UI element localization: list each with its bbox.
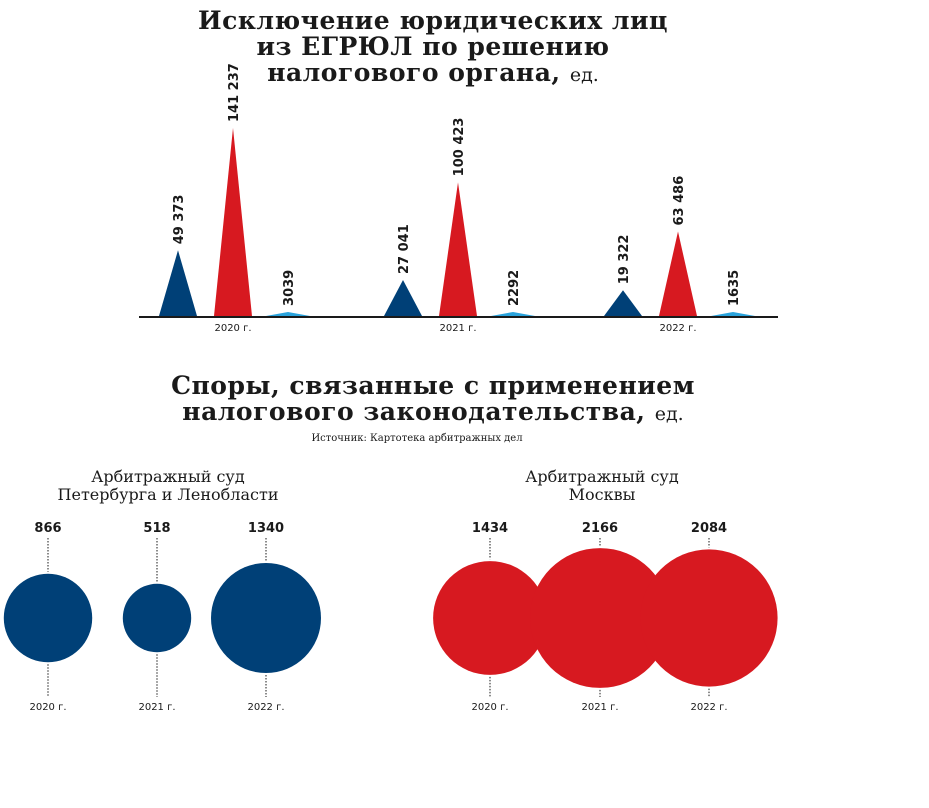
bubble-year-g0-1: 2021 г. xyxy=(138,702,175,713)
peak-s1-2 xyxy=(659,231,697,316)
court-spb-name: Арбитражный суд Петербурга и Ленобласти xyxy=(18,468,318,504)
peak-label-s0-0: 49 373 xyxy=(172,195,187,245)
peak-label-s1-1: 100 423 xyxy=(452,118,467,177)
chart2-unit: ед. xyxy=(654,403,684,425)
bubble-year-g1-0: 2020 г. xyxy=(471,702,508,713)
bubble-g1-1 xyxy=(530,548,670,688)
peak-label-s2-0: 3039 xyxy=(282,270,297,306)
chart1-xtick-0: 2020 г. xyxy=(214,323,251,334)
bubble-value-g1-0: 1434 xyxy=(472,521,508,536)
chart1-plot: 49 373 27 041 19 322 141 237 100 423 63 486 30… xyxy=(139,63,778,334)
bubble-g1-0 xyxy=(433,561,547,675)
bubble-g1-2 xyxy=(640,549,778,687)
court-spb-name-line2: Петербурга и Ленобласти xyxy=(57,485,279,504)
bubble-year-g1-2: 2022 г. xyxy=(690,702,727,713)
court-msk-name-line1: Арбитражный суд xyxy=(525,467,679,486)
court-spb-name-line1: Арбитражный суд xyxy=(91,467,245,486)
bubble-value-g1-1: 2166 xyxy=(582,521,618,536)
peak-s0-2 xyxy=(604,290,642,316)
chart2-source: Источник: Картотека арбитражных дел xyxy=(311,433,523,444)
chart2-title-line2: налогового законодательства, ед. xyxy=(0,399,866,427)
peak-label-s0-1: 27 041 xyxy=(397,224,412,274)
peak-s2-2 xyxy=(711,312,755,316)
chart2-plot: 866 2020 г. 518 2021 г. 1340 2022 г. 1434 2020 … xyxy=(3,521,778,713)
chart1-xtick-2: 2022 г. xyxy=(659,323,696,334)
peak-s1-0 xyxy=(214,128,252,316)
bubble-year-g1-1: 2021 г. xyxy=(581,702,618,713)
peak-label-s0-2: 19 322 xyxy=(617,235,632,285)
chart1-title-line2: из ЕГРЮЛ по решению xyxy=(256,32,610,61)
bubble-g0-2 xyxy=(211,563,321,673)
chart2-title-line2-text: налогового законодательства, xyxy=(182,397,646,426)
bubble-g0-0 xyxy=(3,573,93,663)
chart1-unit: ед. xyxy=(569,64,599,86)
chart2-title: Споры, связанные с применением налоговог… xyxy=(0,373,866,427)
peak-label-s1-2: 63 486 xyxy=(672,176,687,226)
chart1-title-line1: Исключение юридических лиц xyxy=(198,6,668,35)
peak-s0-0 xyxy=(159,250,197,316)
peak-s0-1 xyxy=(384,280,422,316)
bubble-value-g0-0: 866 xyxy=(34,521,61,536)
chart1-title-line3-text: налогового органа, xyxy=(267,58,561,87)
peak-s2-0 xyxy=(266,311,310,316)
peak-label-s2-2: 1635 xyxy=(727,270,742,306)
peak-label-s2-1: 2292 xyxy=(507,270,522,306)
bubble-year-g0-0: 2020 г. xyxy=(29,702,66,713)
peak-s1-1 xyxy=(439,182,477,316)
court-msk-name: Арбитражный суд Москвы xyxy=(452,468,752,504)
bubble-g0-1 xyxy=(122,583,192,653)
chart1-xtick-1: 2021 г. xyxy=(439,323,476,334)
bubble-value-g0-1: 518 xyxy=(143,521,170,536)
court-msk-name-line2: Москвы xyxy=(568,485,636,504)
peak-s2-1 xyxy=(491,312,535,316)
chart1-title-line3: налогового органа, ед. xyxy=(0,60,866,88)
peak-label-s1-0: 141 237 xyxy=(227,63,242,122)
chart1-title: Исключение юридических лиц из ЕГРЮЛ по р… xyxy=(0,8,866,88)
bubble-year-g0-2: 2022 г. xyxy=(247,702,284,713)
chart2-title-line1: Споры, связанные с применением xyxy=(171,371,695,400)
bubble-value-g0-2: 1340 xyxy=(248,521,284,536)
bubble-value-g1-2: 2084 xyxy=(691,521,727,536)
